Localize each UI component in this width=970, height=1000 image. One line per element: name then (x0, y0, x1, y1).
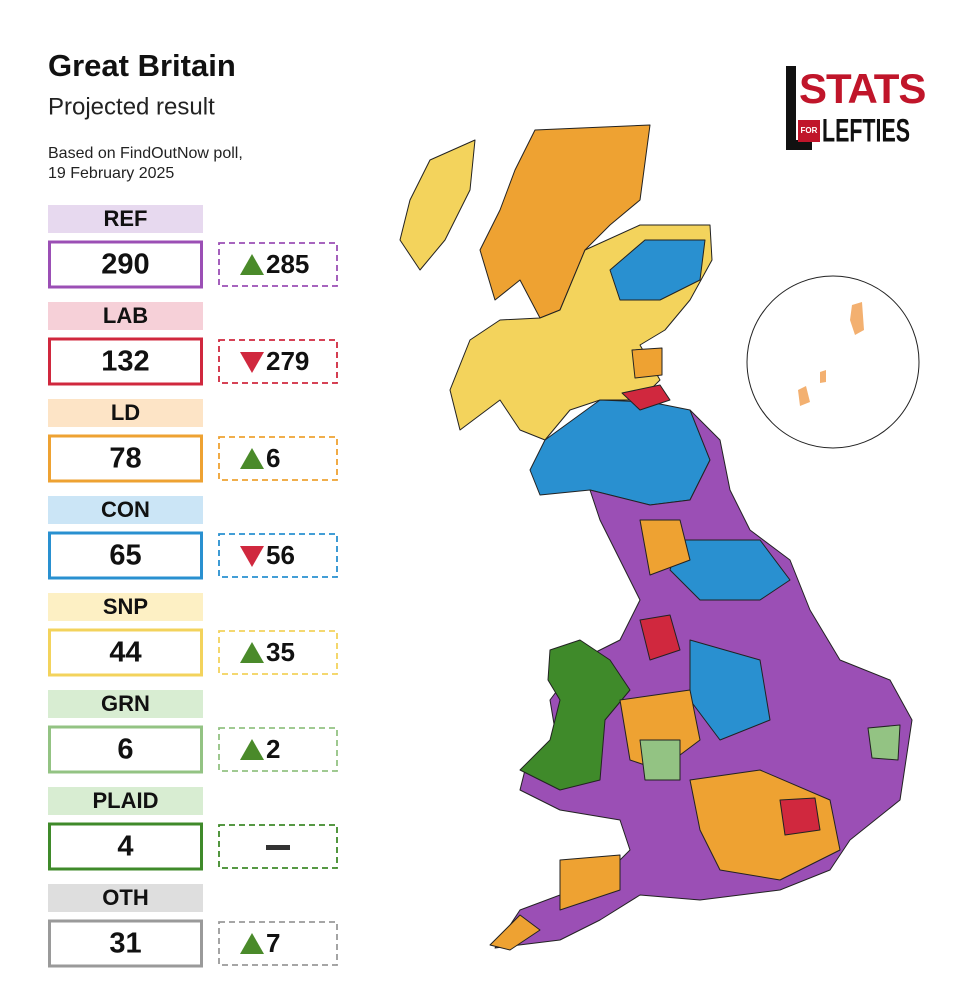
party-label-box (48, 205, 203, 233)
party-name: SNP (103, 594, 148, 619)
seat-box (48, 725, 203, 774)
arrow-up (240, 739, 264, 760)
islands (798, 302, 864, 406)
seats: 31 (109, 928, 141, 960)
arrow-down (240, 352, 264, 373)
region (519, 639, 631, 791)
party-label-box (48, 496, 203, 524)
source-line: Based on FindOutNow poll, (48, 145, 243, 162)
change-box (218, 436, 338, 481)
seat-box (48, 434, 203, 483)
arrow-down (240, 546, 264, 567)
region (639, 519, 691, 576)
change: 7 (266, 928, 280, 958)
party-label-box (48, 884, 203, 912)
logo-bar (786, 66, 796, 150)
subtitle: Projected result (48, 93, 215, 120)
seats: 132 (101, 346, 149, 378)
change: 2 (266, 734, 280, 764)
party-name: PLAID (93, 788, 159, 813)
source-line: 19 February 2025 (48, 165, 174, 182)
change-box (218, 242, 338, 287)
party-label-box (48, 593, 203, 621)
region (779, 797, 821, 836)
logo: STATS FOR LEFTIES (786, 65, 926, 150)
change-box (218, 824, 338, 869)
party-label-box (48, 399, 203, 427)
party-name: REF (104, 206, 148, 231)
seats: 4 (117, 831, 133, 863)
party-name: LD (111, 400, 140, 425)
seat-box (48, 628, 203, 677)
logo-bar (786, 140, 812, 150)
seats: 78 (109, 443, 141, 475)
change-box (218, 921, 338, 966)
change: 35 (266, 637, 295, 667)
region (639, 739, 681, 781)
logo-text: STATS (799, 65, 925, 112)
party-label-box (48, 787, 203, 815)
change-box (218, 727, 338, 772)
change: 56 (266, 540, 295, 570)
change-box (218, 339, 338, 384)
title: Great Britain (48, 48, 236, 83)
change: 279 (266, 346, 309, 376)
arrow-up (240, 254, 264, 275)
seat-box (48, 531, 203, 580)
seats: 290 (101, 249, 149, 281)
arrow-up (240, 642, 264, 663)
change-box (218, 630, 338, 675)
seats: 44 (109, 637, 141, 669)
seat-box (48, 337, 203, 386)
seats: 6 (117, 734, 133, 766)
no-change (266, 845, 290, 850)
region (669, 539, 791, 601)
seats: 65 (109, 540, 141, 572)
change-box (218, 533, 338, 578)
region (399, 139, 476, 271)
party-name: GRN (101, 691, 150, 716)
logo-box (798, 120, 820, 142)
logo-text: FOR (801, 126, 818, 135)
party-name: CON (101, 497, 150, 522)
region (689, 769, 841, 881)
region (609, 239, 706, 301)
change: 6 (266, 443, 280, 473)
seat-box (48, 919, 203, 968)
arrow-up (240, 448, 264, 469)
logo-text: LEFTIES (822, 112, 910, 148)
region (631, 347, 663, 379)
region (867, 724, 901, 761)
region (559, 854, 621, 911)
party-label-box (48, 690, 203, 718)
seat-box (48, 822, 203, 871)
region (639, 614, 681, 661)
party-name: LAB (103, 303, 148, 328)
region (621, 384, 671, 411)
change: 285 (266, 249, 309, 279)
party-name: OTH (102, 885, 148, 910)
map (399, 124, 913, 951)
party-label-box (48, 302, 203, 330)
seat-box (48, 240, 203, 289)
inset (746, 275, 920, 449)
region (489, 914, 541, 951)
arrow-up (240, 933, 264, 954)
